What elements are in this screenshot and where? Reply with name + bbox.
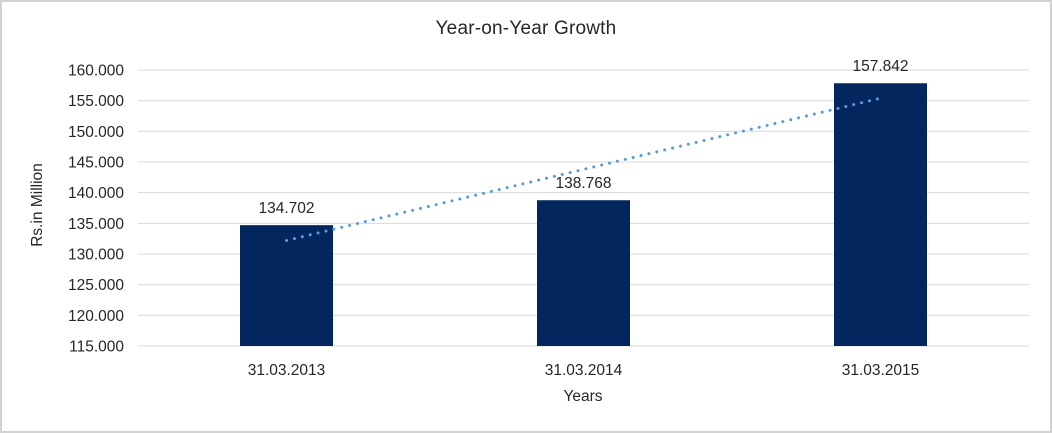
y-tick-label: 150.000	[68, 124, 124, 141]
y-tick-label: 120.000	[68, 308, 124, 325]
y-tick-label: 130.000	[68, 247, 124, 264]
bar	[834, 83, 927, 347]
bar-value-label: 157.842	[852, 58, 908, 75]
y-tick-label: 160.000	[68, 63, 124, 80]
x-category-label: 31.03.2013	[248, 362, 326, 379]
chart-title: Year-on-Year Growth	[435, 18, 617, 39]
x-axis-title: Years	[563, 388, 603, 405]
bar-value-label: 134.702	[258, 200, 314, 217]
x-category-label: 31.03.2015	[842, 362, 920, 379]
y-tick-label: 115.000	[69, 339, 124, 356]
y-tick-label: 155.000	[68, 93, 124, 110]
y-tick-label: 145.000	[68, 155, 124, 172]
bar-value-label: 138.768	[555, 175, 611, 192]
x-category-label: 31.03.2014	[545, 362, 623, 379]
trendline	[285, 96, 882, 243]
bar	[537, 200, 630, 346]
y-tick-label: 140.000	[68, 185, 124, 202]
y-tick-label: 135.000	[68, 216, 124, 233]
y-tick-label: 125.000	[68, 277, 124, 294]
bar	[240, 225, 333, 346]
